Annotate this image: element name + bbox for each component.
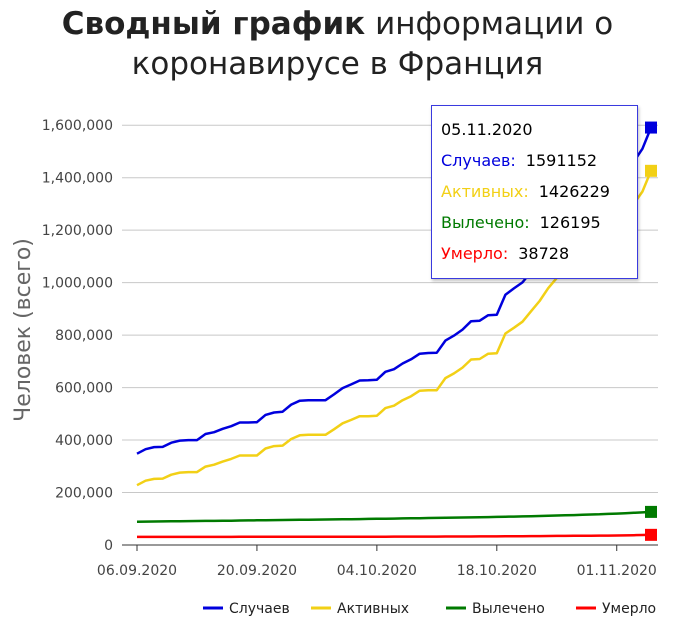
legend-item-deaths[interactable]: Умерло <box>576 601 656 617</box>
y-tick-label: 1,600,000 <box>42 118 113 134</box>
tooltip-label-recovered: Вылечено: <box>441 213 530 232</box>
tooltip-date: 05.11.2020 <box>441 120 533 139</box>
tooltip-value-deaths: 38728 <box>518 244 570 263</box>
x-tick-label: 01.11.2020 <box>577 563 657 579</box>
y-axis-label: Человек (всего) <box>11 238 36 422</box>
y-tick-label: 600,000 <box>55 381 113 397</box>
tooltip-label-active: Активных: <box>441 182 529 201</box>
x-axis-ticks: 06.09.2020 20.09.2020 04.10.2020 18.10.2020… <box>97 545 657 579</box>
end-marker-cases[interactable] <box>645 121 657 134</box>
y-tick-label: 800,000 <box>55 328 113 344</box>
y-tick-label: 1,000,000 <box>42 276 113 292</box>
y-tick-label: 1,400,000 <box>42 171 113 187</box>
tooltip-value-cases: 1591152 <box>525 151 598 170</box>
chart-title: Сводный график информации о коронавирусе… <box>0 4 675 84</box>
x-tick-label: 20.09.2020 <box>217 563 297 579</box>
x-tick-label: 04.10.2020 <box>337 563 417 579</box>
tooltip-label-deaths: Умерло: <box>441 244 509 263</box>
y-axis-ticks: 0 200,000 400,000 600,000 800,000 1,000,000 1,… <box>42 118 113 554</box>
chart-title-bold: Сводный график <box>61 6 366 42</box>
hover-tooltip: 05.11.2020 Случаев: 1591152 Активных: 1426… <box>431 105 638 279</box>
legend[interactable]: Случаев Активных Вылечено Умерло <box>203 601 656 617</box>
end-marker-active[interactable] <box>645 164 657 177</box>
end-marker-deaths[interactable] <box>645 528 657 541</box>
y-tick-label: 400,000 <box>55 433 113 449</box>
legend-label: Вылечено <box>472 601 545 617</box>
tooltip-row-recovered: Вылечено: 126195 <box>441 212 637 243</box>
tooltip-value-active: 1426229 <box>538 182 610 201</box>
chart-title-rest: информации о <box>375 6 614 42</box>
legend-label: Умерло <box>602 601 656 617</box>
y-tick-label: 200,000 <box>55 486 113 502</box>
legend-item-recovered[interactable]: Вылечено <box>446 601 545 617</box>
series-line-recovered <box>136 510 652 523</box>
y-tick-label: 0 <box>104 538 113 554</box>
legend-item-active[interactable]: Активных <box>311 601 409 617</box>
tooltip-row-deaths: Умерло: 38728 <box>441 243 637 274</box>
grid-lines <box>122 124 658 546</box>
tooltip-row-active: Активных: 1426229 <box>441 181 637 212</box>
legend-item-cases[interactable]: Случаев <box>203 601 290 617</box>
legend-label: Активных <box>337 601 409 617</box>
series-line-deaths <box>137 533 652 539</box>
tooltip-row-cases: Случаев: 1591152 <box>441 150 637 181</box>
tooltip-label-cases: Случаев: <box>441 151 516 170</box>
y-tick-label: 1,200,000 <box>42 223 113 239</box>
end-marker-recovered[interactable] <box>645 505 657 518</box>
chart-title-line2: коронавирусе в Франция <box>131 46 544 82</box>
tooltip-value-recovered: 126195 <box>539 213 601 232</box>
x-tick-label: 06.09.2020 <box>97 563 177 579</box>
x-tick-label: 18.10.2020 <box>457 563 537 579</box>
series-end-markers[interactable] <box>645 121 657 541</box>
legend-label: Случаев <box>229 601 290 617</box>
